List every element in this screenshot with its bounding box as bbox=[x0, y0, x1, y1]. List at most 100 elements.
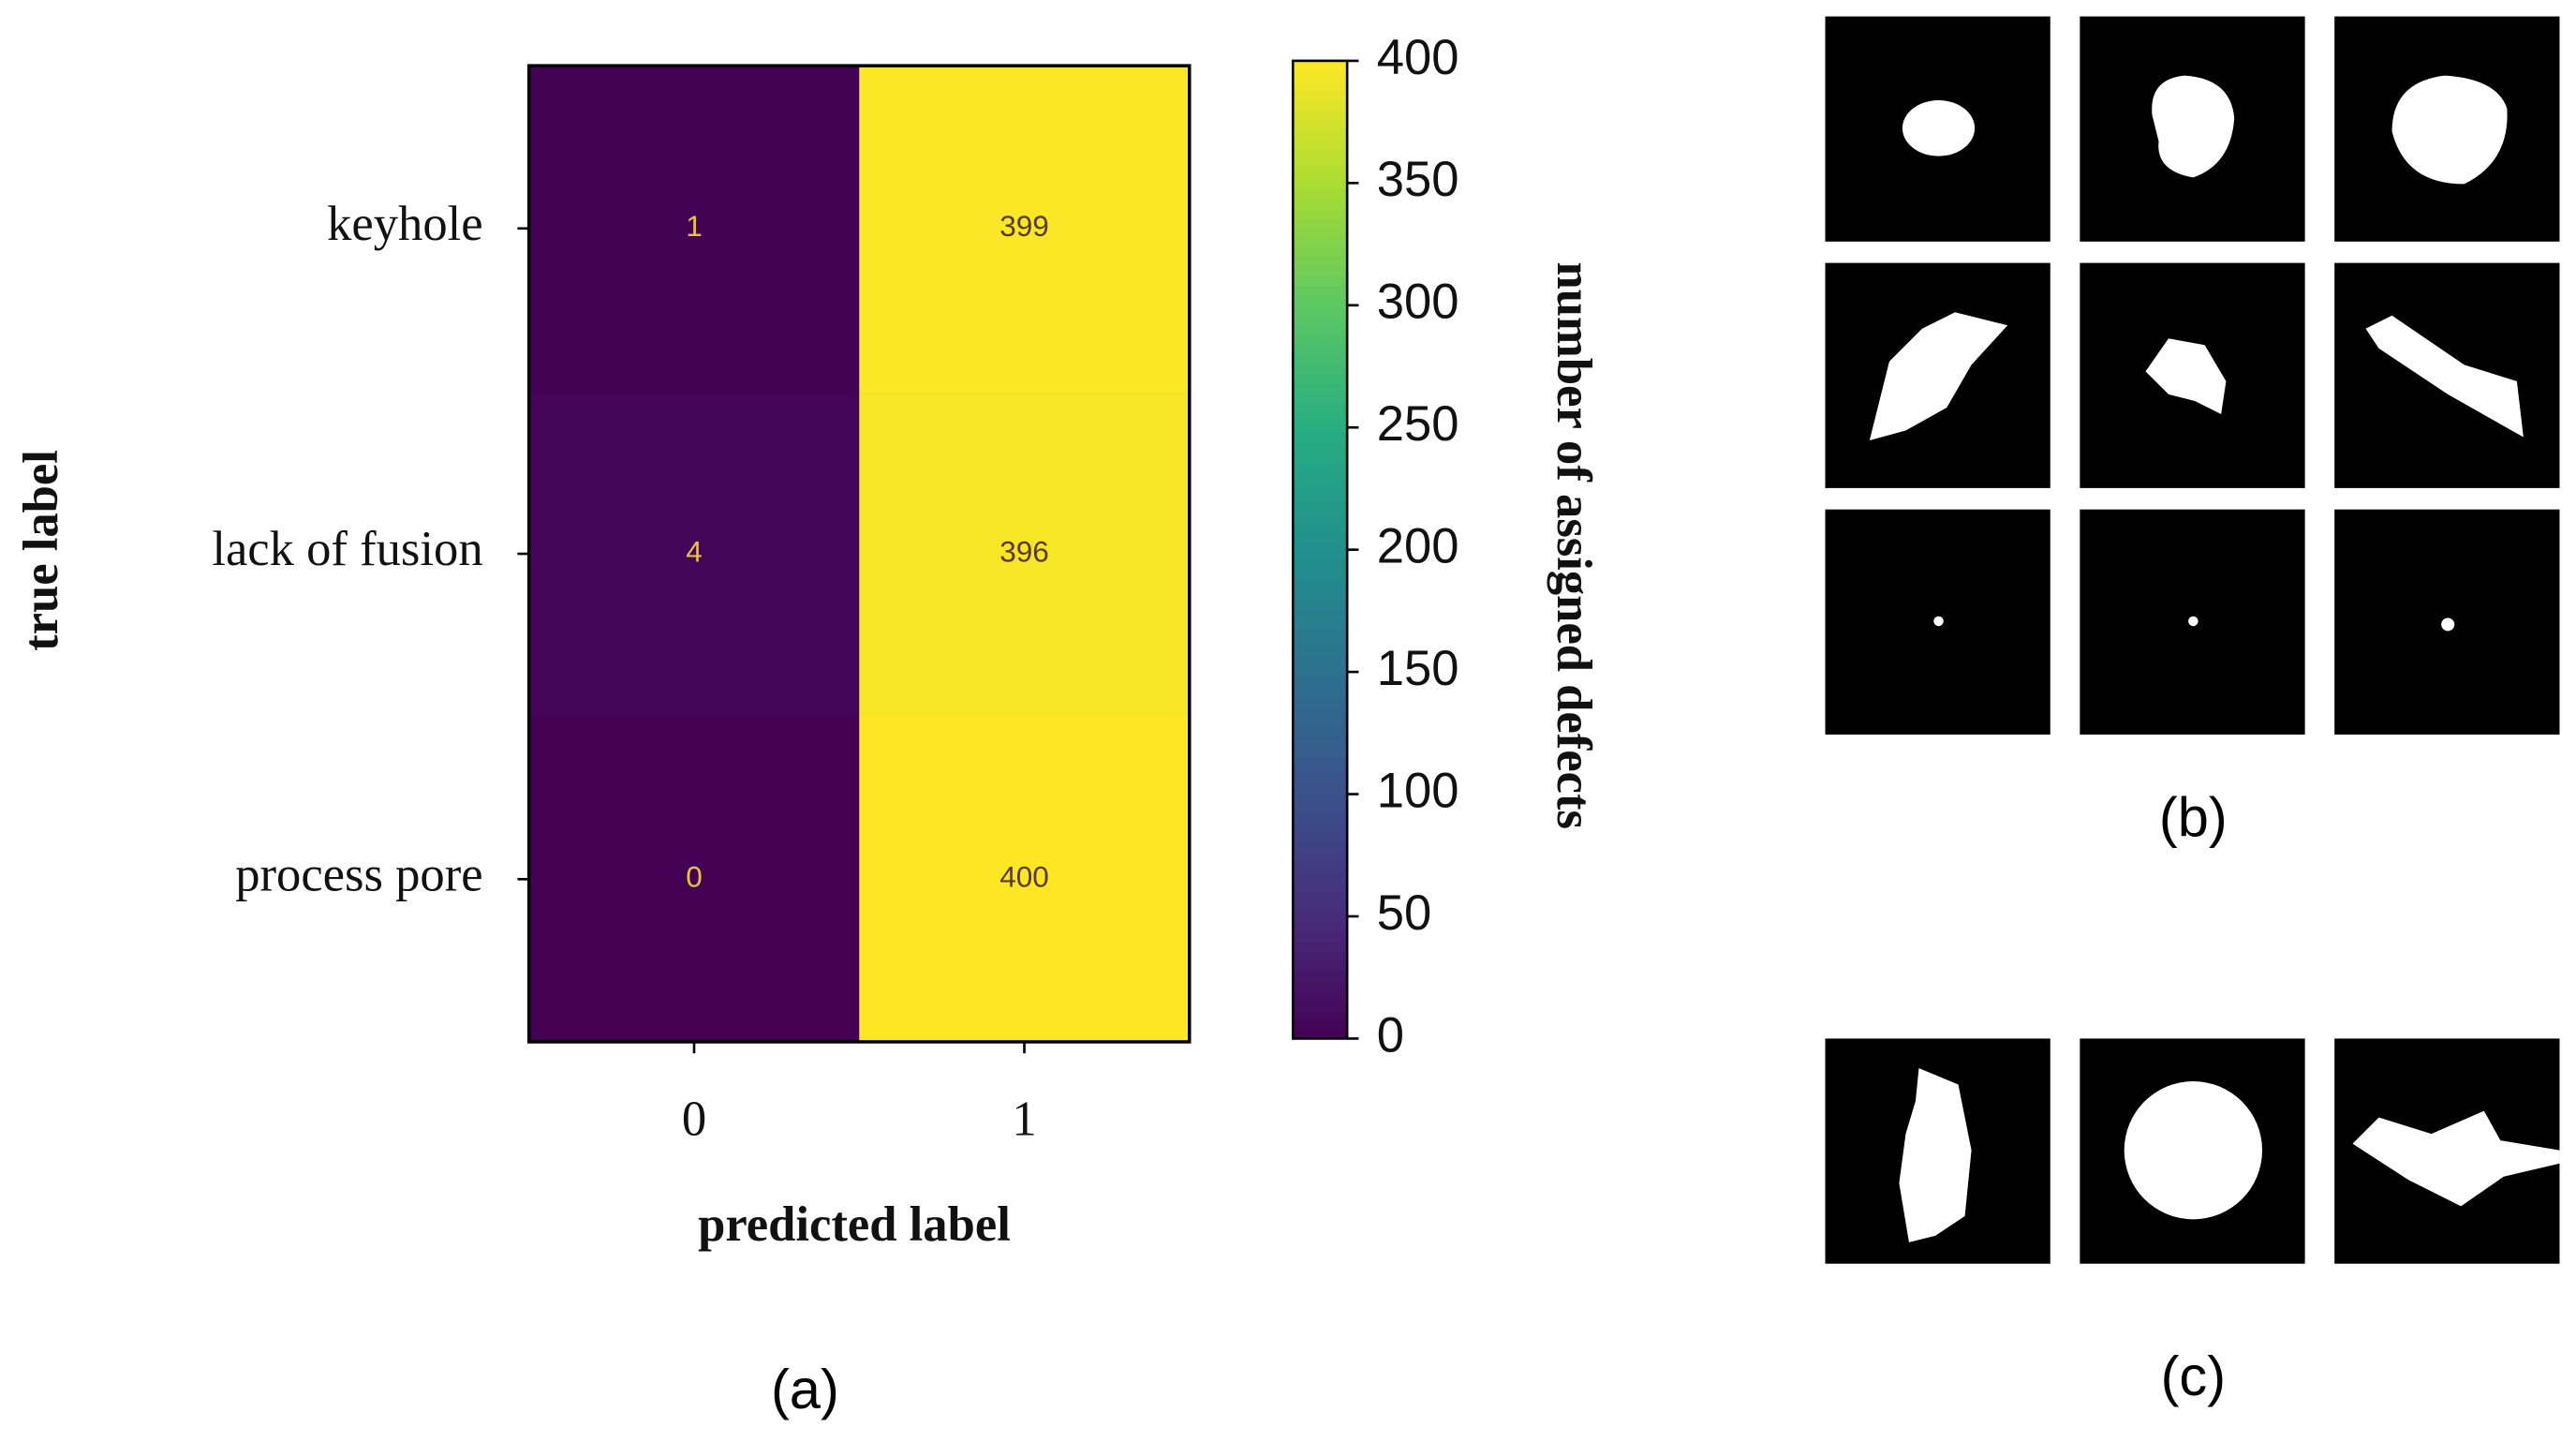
colorbar-segment bbox=[1293, 1028, 1348, 1040]
colorbar-segment bbox=[1293, 99, 1348, 111]
x-tick-label: 1 bbox=[1012, 1093, 1036, 1147]
cell-label: 400 bbox=[999, 860, 1049, 894]
colorbar-segment bbox=[1293, 315, 1348, 326]
colorbar-segment bbox=[1293, 891, 1348, 903]
colorbar-segment bbox=[1293, 813, 1348, 825]
colorbar-segment bbox=[1293, 549, 1348, 561]
colorbar-segment bbox=[1293, 930, 1348, 943]
defect-shape bbox=[2441, 617, 2455, 632]
colorbar-segment bbox=[1293, 696, 1348, 707]
defect-shape bbox=[2145, 338, 2227, 414]
colorbar-segment bbox=[1293, 959, 1348, 972]
colorbar-segment bbox=[1293, 735, 1348, 747]
x-tick-label: 0 bbox=[682, 1093, 706, 1147]
colorbar-segment bbox=[1293, 423, 1348, 434]
colorbar-segment bbox=[1293, 353, 1348, 365]
colorbar-segment bbox=[1293, 139, 1348, 150]
colorbar-segment bbox=[1293, 266, 1348, 277]
colorbar-segment bbox=[1293, 178, 1348, 189]
colorbar-segment bbox=[1293, 110, 1348, 121]
colorbar-tick-label: 250 bbox=[1377, 396, 1459, 452]
colorbar-segment bbox=[1293, 412, 1348, 424]
colorbar-segment bbox=[1293, 862, 1348, 874]
panel-label: (c) bbox=[2161, 1345, 2227, 1407]
colorbar-segment bbox=[1293, 491, 1348, 502]
y-axis-label: true label bbox=[14, 450, 68, 651]
x-axis-label: predicted label bbox=[698, 1197, 1011, 1252]
defect-images bbox=[1825, 16, 2560, 1264]
colorbar-segment bbox=[1293, 529, 1348, 542]
colorbar-tick-label: 0 bbox=[1377, 1007, 1404, 1063]
colorbar-segment bbox=[1293, 754, 1348, 766]
colorbar-label: number of assigned defects bbox=[1547, 262, 1601, 830]
colorbar-segment bbox=[1293, 256, 1348, 268]
colorbar-segment bbox=[1293, 158, 1348, 170]
colorbar-segment bbox=[1293, 559, 1348, 571]
colorbar-segment bbox=[1293, 598, 1348, 610]
defect-shape bbox=[1899, 1067, 1972, 1242]
colorbar-segment bbox=[1293, 628, 1348, 639]
colorbar-segment bbox=[1293, 344, 1348, 356]
defect-shape bbox=[2352, 1110, 2560, 1207]
heatmap-cell bbox=[859, 66, 1191, 393]
colorbar-segment bbox=[1293, 657, 1348, 668]
colorbar-segment bbox=[1293, 207, 1348, 218]
colorbar-segment bbox=[1293, 872, 1348, 884]
colorbar-segment bbox=[1293, 236, 1348, 248]
colorbar-tick-label: 200 bbox=[1377, 519, 1459, 574]
colorbar-segment bbox=[1293, 901, 1348, 913]
colorbar-segment bbox=[1293, 295, 1348, 306]
cell-label: 399 bbox=[999, 209, 1049, 243]
cell-label: 4 bbox=[686, 534, 703, 568]
colorbar-segment bbox=[1293, 989, 1348, 1001]
colorbar-segment bbox=[1293, 794, 1348, 806]
colorbar-segment bbox=[1293, 197, 1348, 209]
colorbar-segment bbox=[1293, 334, 1348, 346]
colorbar-segment bbox=[1293, 403, 1348, 414]
defect-shape bbox=[1869, 312, 2008, 441]
colorbar-segment bbox=[1293, 617, 1348, 630]
colorbar-segment bbox=[1293, 882, 1348, 893]
cell-label: 1 bbox=[686, 209, 703, 243]
colorbar-segment bbox=[1293, 60, 1348, 72]
colorbar-segment bbox=[1293, 383, 1348, 394]
colorbar-segment bbox=[1293, 285, 1348, 297]
colorbar-segment bbox=[1293, 481, 1348, 493]
colorbar-segment bbox=[1293, 803, 1348, 815]
defect-shape bbox=[2391, 75, 2508, 185]
colorbar-tick-label: 150 bbox=[1377, 641, 1459, 696]
colorbar-segment bbox=[1293, 716, 1348, 727]
colorbar-segment bbox=[1293, 432, 1348, 443]
colorbar-segment bbox=[1293, 608, 1348, 619]
colorbar-segment bbox=[1293, 471, 1348, 483]
panel-label: (b) bbox=[2159, 786, 2228, 849]
colorbar-segment bbox=[1293, 686, 1348, 698]
defect-shape bbox=[1933, 616, 1944, 627]
y-tick-label: lack of fusion bbox=[212, 522, 482, 576]
colorbar-segment bbox=[1293, 305, 1348, 317]
colorbar-segment bbox=[1293, 725, 1348, 736]
colorbar-segment bbox=[1293, 842, 1348, 855]
colorbar-segment bbox=[1293, 452, 1348, 463]
colorbar-segment bbox=[1293, 275, 1348, 287]
colorbar-segment bbox=[1293, 520, 1348, 531]
colorbar-segment bbox=[1293, 393, 1348, 405]
colorbar-segment bbox=[1293, 441, 1348, 453]
colorbar-segment bbox=[1293, 119, 1348, 130]
colorbar-segment bbox=[1293, 70, 1348, 82]
colorbar-segment bbox=[1293, 500, 1348, 512]
colorbar-segment bbox=[1293, 833, 1348, 844]
colorbar-segment bbox=[1293, 1018, 1348, 1031]
heatmap-cell bbox=[859, 716, 1191, 1043]
colorbar-segment bbox=[1293, 168, 1348, 180]
colorbar-segment bbox=[1293, 666, 1348, 678]
colorbar-segment bbox=[1293, 246, 1348, 258]
defect-shape bbox=[2124, 1081, 2263, 1220]
defect-shape bbox=[2365, 315, 2524, 438]
colorbar-frame bbox=[1291, 59, 1349, 1040]
colorbar-segment bbox=[1293, 90, 1348, 101]
defect-shape bbox=[2188, 616, 2198, 627]
colorbar-segment bbox=[1293, 979, 1348, 991]
